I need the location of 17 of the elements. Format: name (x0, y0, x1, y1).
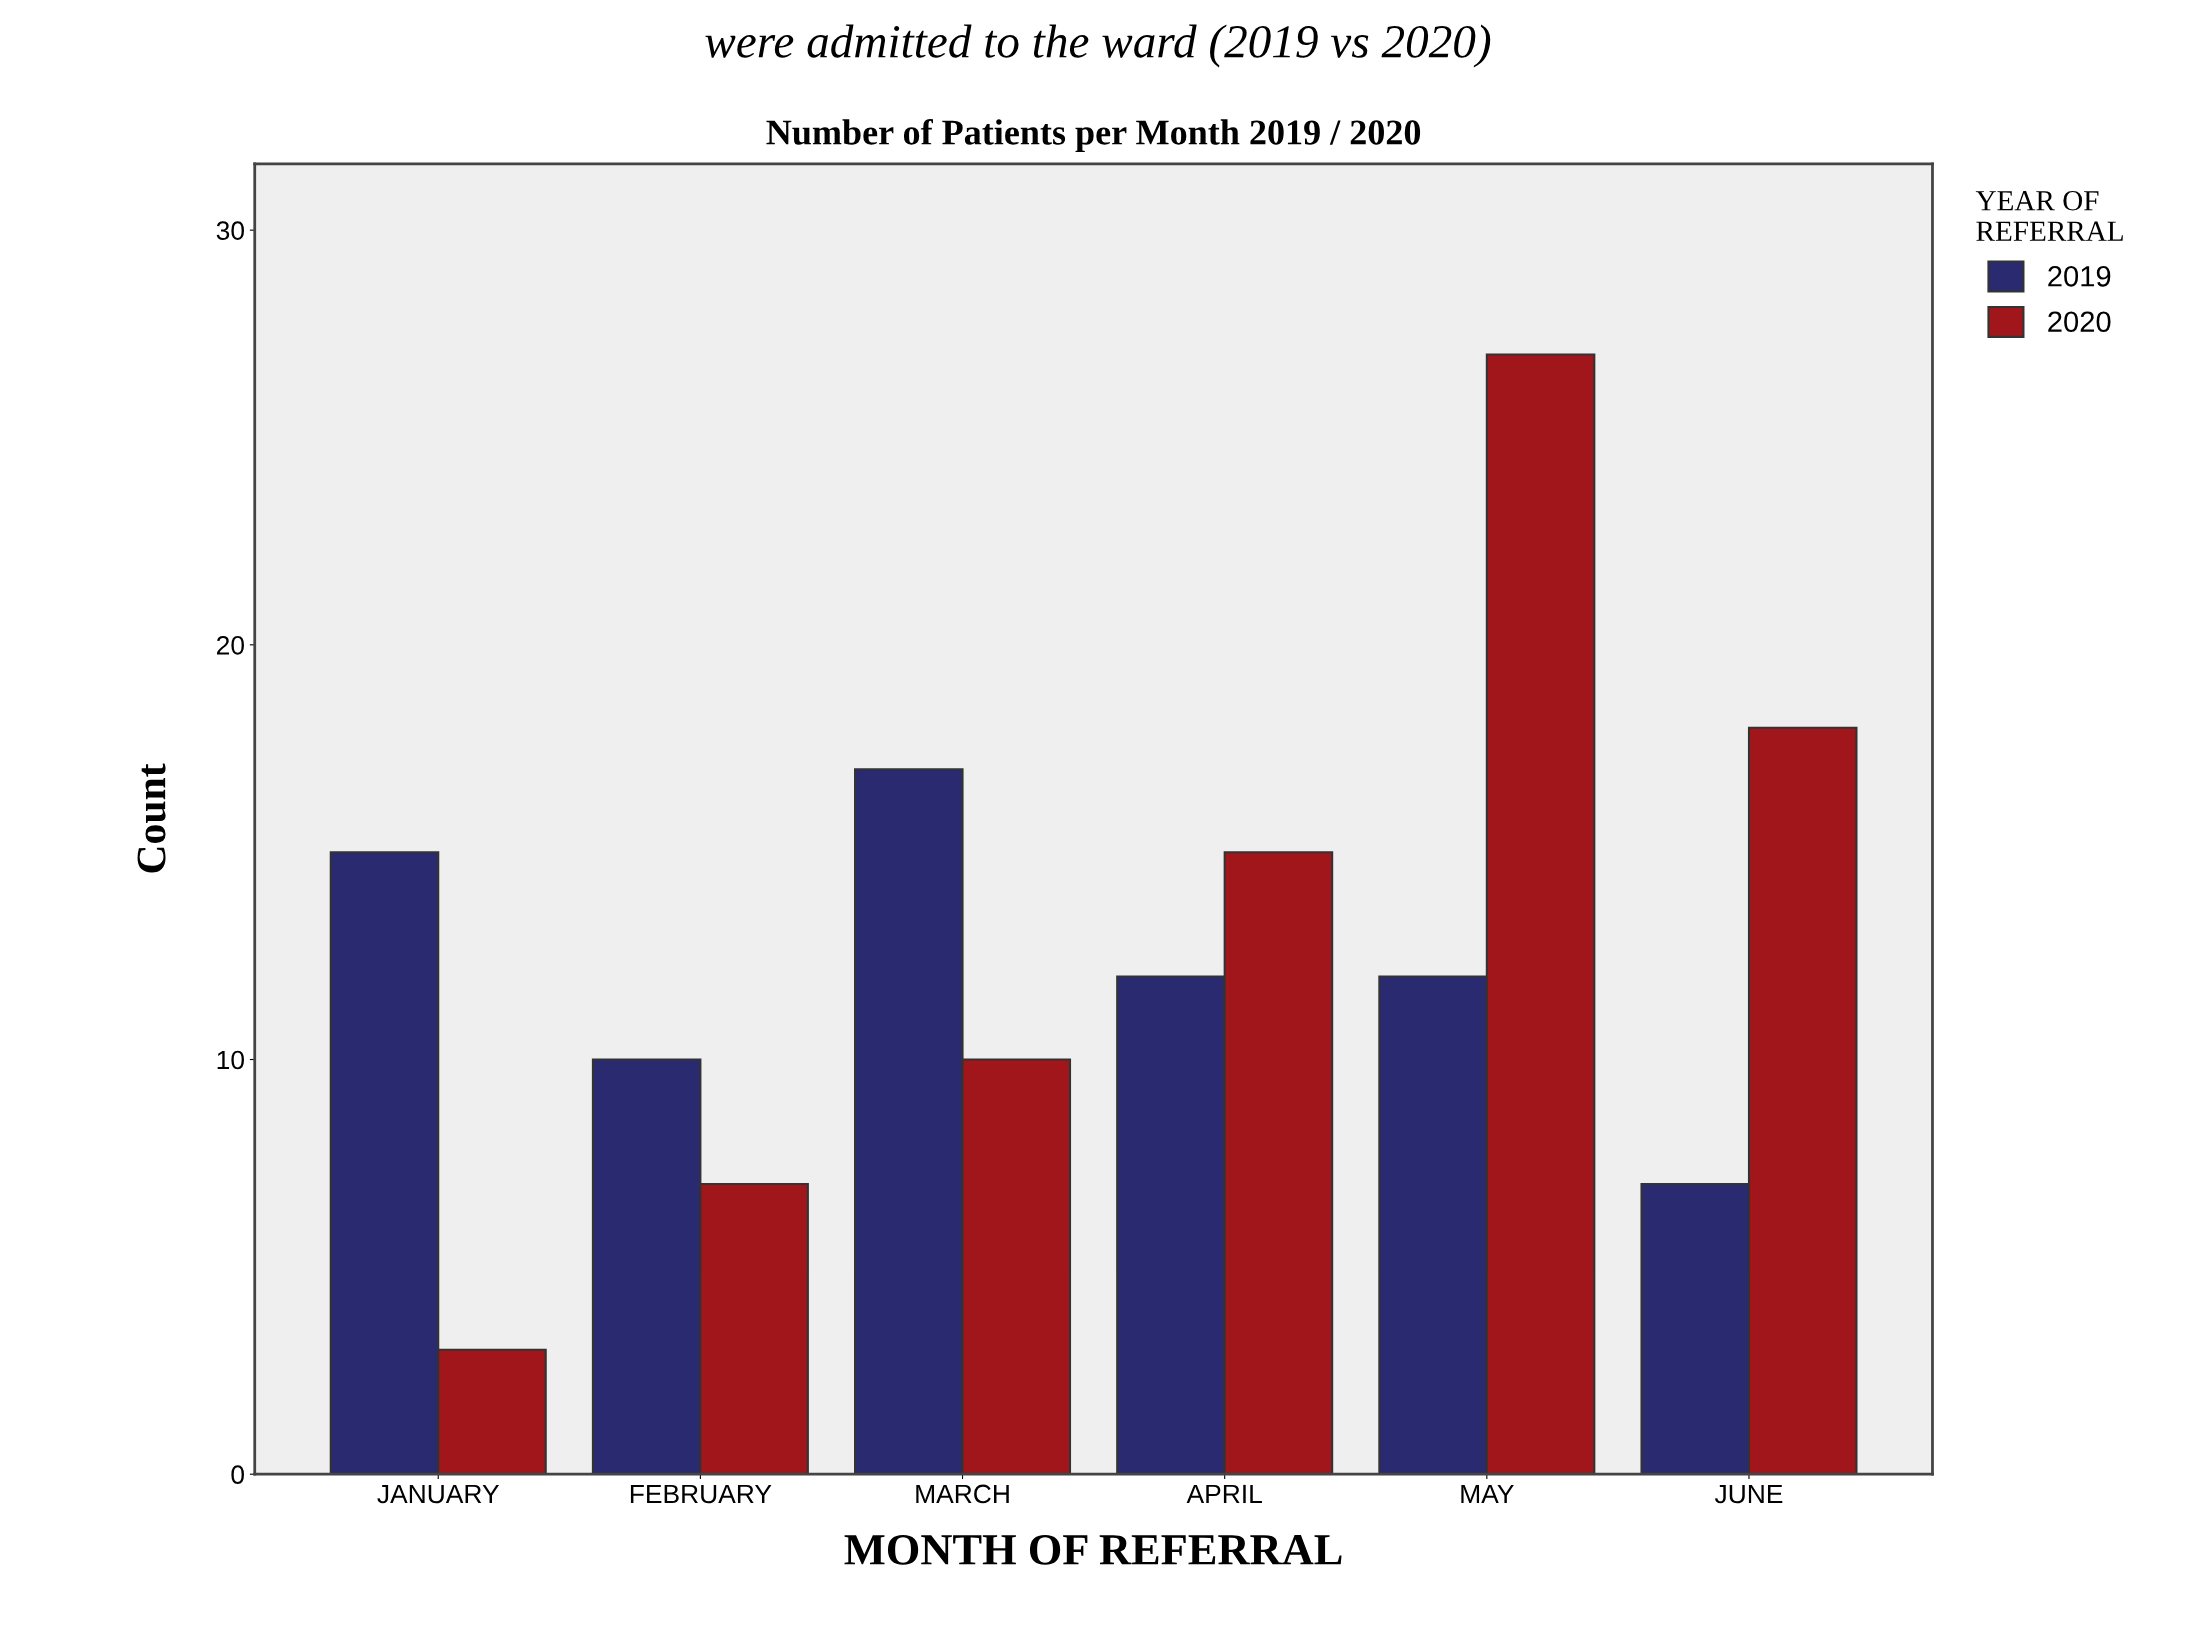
x-tick-label: JUNE (1714, 1484, 1783, 1504)
y-tick-label: 30 (216, 221, 244, 240)
y-axis-title: Count (137, 763, 166, 873)
legend-title: YEAR OF REFERRAL (1975, 190, 2123, 241)
x-tick-label: APRIL (1186, 1484, 1262, 1504)
text: were admitted to the ward (2019 vs 2020) (705, 24, 1491, 68)
x-tick-label: MAY (1461, 1484, 1514, 1504)
x-tick-label: FEBRUARY (630, 1484, 772, 1504)
chart-title: Number of Patients per Month 2019 / 2020 (766, 118, 1421, 153)
x-axis-title: MONTH OF REFERRAL (844, 1534, 1342, 1565)
x-tick-label: MARCH (916, 1484, 1009, 1504)
x-tick-label: JANUARY (377, 1484, 500, 1504)
y-tick-label: 0 (231, 1465, 244, 1485)
y-tick-label: 20 (216, 635, 244, 655)
legend-label: 2019 (2048, 266, 2111, 287)
y-tick-label: 10 (217, 1050, 244, 1070)
legend-label: 2020 (2048, 311, 2111, 333)
